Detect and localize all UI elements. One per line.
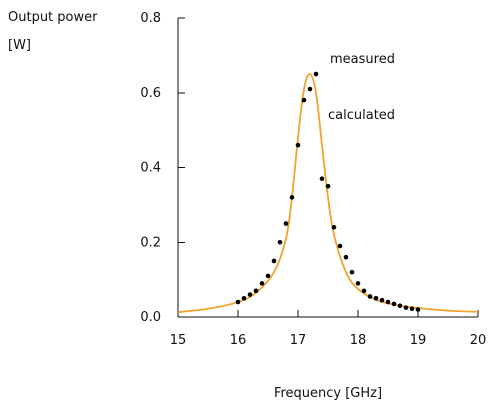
y-tick-label: 0.0 <box>140 310 161 325</box>
measured-point <box>349 269 355 275</box>
measured-point <box>409 306 415 312</box>
measured-point <box>235 299 241 305</box>
y-tick-label: 0.4 <box>140 161 161 176</box>
measured-point <box>289 195 295 200</box>
y-axis-label-line1: Output power <box>8 10 98 25</box>
measured-point <box>319 176 325 182</box>
measured-point <box>313 71 319 77</box>
measured-point <box>247 292 253 297</box>
points-layer <box>235 71 421 312</box>
measured-point <box>271 258 277 264</box>
x-tick-label: 20 <box>470 333 487 348</box>
measured-point <box>373 296 379 301</box>
measured-point <box>295 142 301 148</box>
measured-point <box>265 273 271 279</box>
measured-point <box>259 281 265 286</box>
measured-point <box>391 301 397 307</box>
measured-point <box>343 254 349 260</box>
measured-point <box>397 303 403 309</box>
x-axis-label: Frequency [GHz] <box>274 386 382 401</box>
measured-point <box>361 288 367 294</box>
y-tick-label: 0.2 <box>140 235 161 250</box>
x-tick-label: 16 <box>230 333 247 348</box>
measured-point <box>385 299 391 305</box>
measured-point <box>253 288 259 294</box>
measured-point <box>277 239 283 245</box>
measured-point <box>337 243 343 249</box>
x-tick-label: 17 <box>290 333 307 348</box>
series-label-calculated: calculated <box>328 108 395 123</box>
y-tick-label: 0.8 <box>140 11 161 26</box>
series-label-measured: measured <box>330 52 395 67</box>
y-tick-label: 0.6 <box>140 86 161 101</box>
measured-point <box>325 183 331 189</box>
x-tick-label: 15 <box>170 333 187 348</box>
measured-point <box>283 221 289 226</box>
measured-point <box>241 296 247 301</box>
x-tick-label: 19 <box>410 333 427 348</box>
measured-point <box>355 281 361 286</box>
measured-point <box>367 294 373 299</box>
measured-point <box>301 97 307 103</box>
measured-point <box>331 225 337 230</box>
ticks-layer: 0.0 0.2 0.4 0.6 0.8 15 16 17 18 19 20 <box>140 11 486 348</box>
measured-point <box>379 297 385 303</box>
measured-point <box>307 86 313 92</box>
y-axis-label-line2: [W] <box>8 38 31 53</box>
x-tick-label: 18 <box>350 333 367 348</box>
measured-point <box>403 305 409 310</box>
measured-point <box>415 307 421 312</box>
